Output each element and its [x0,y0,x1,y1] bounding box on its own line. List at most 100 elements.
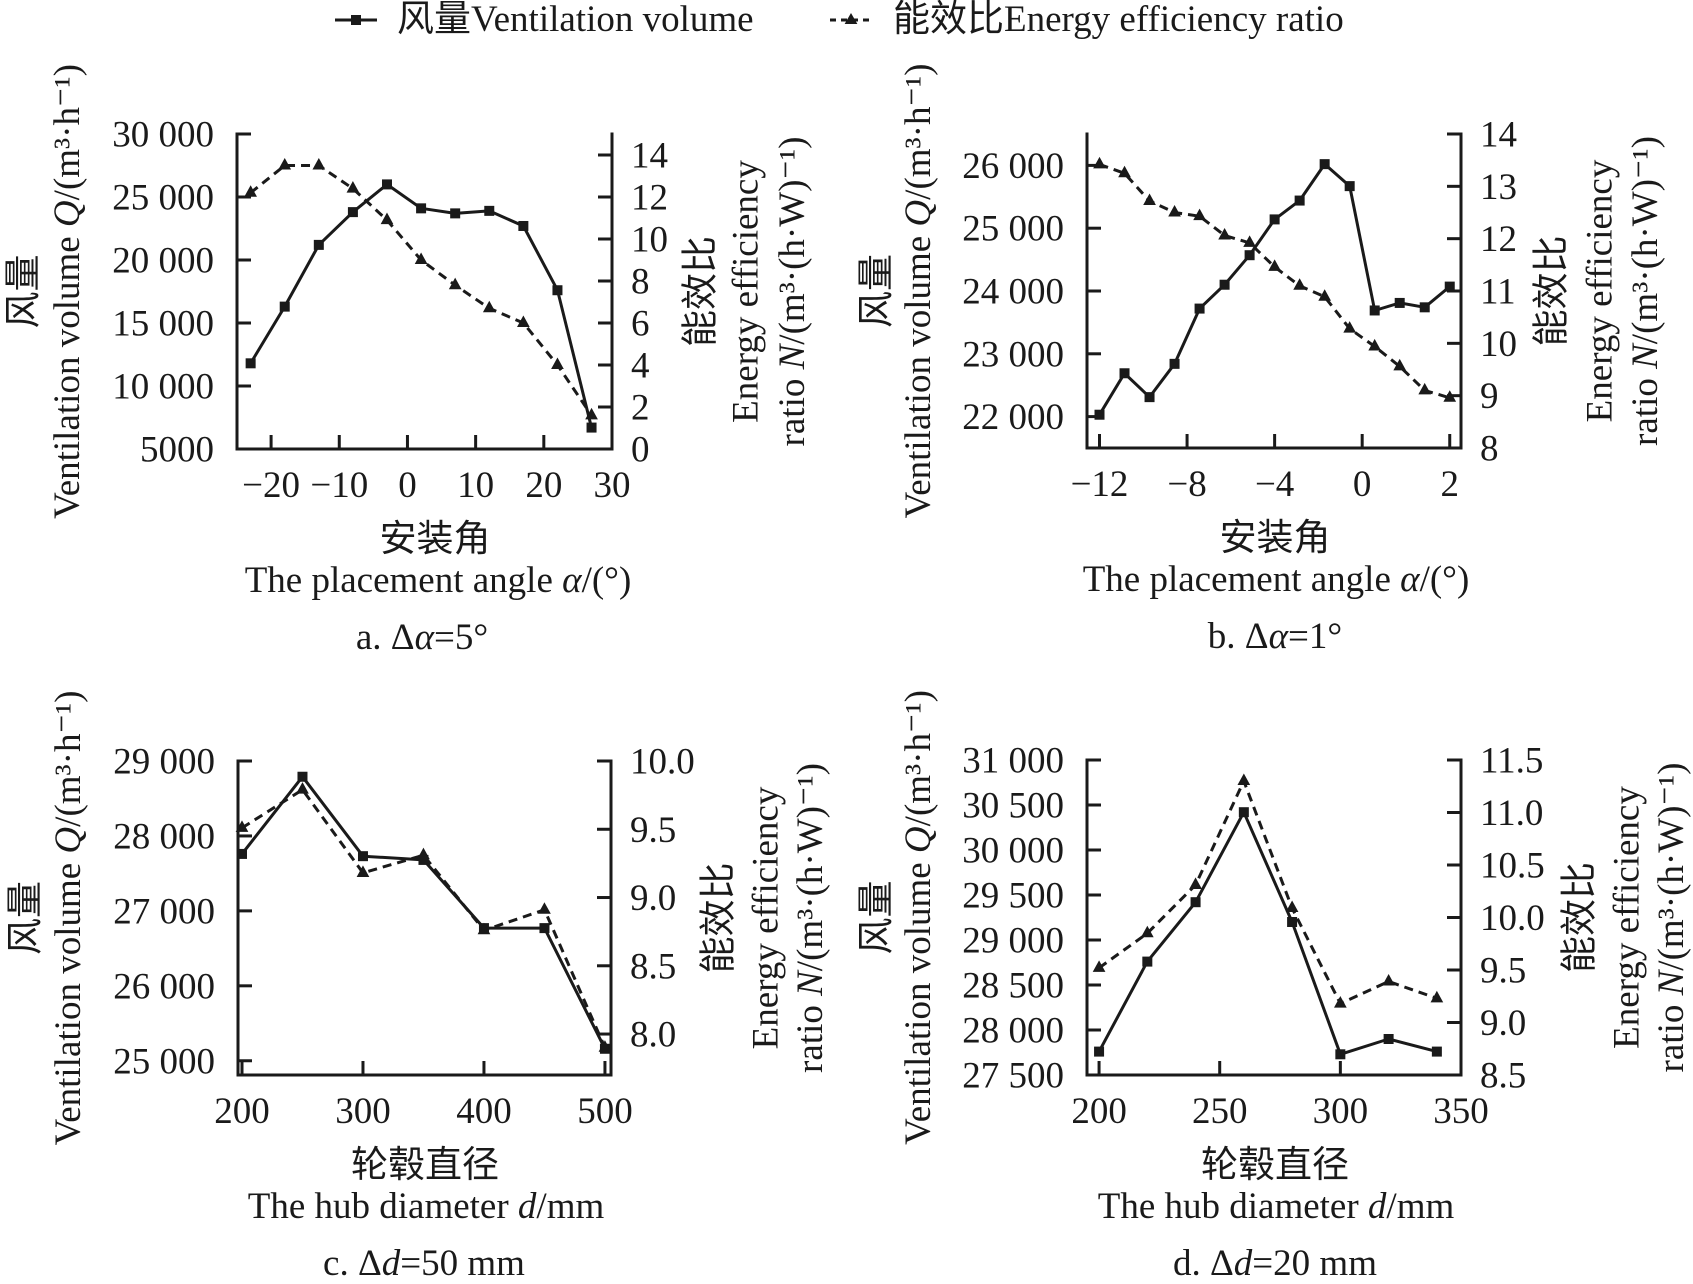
x-axis-title-variable: α [562,560,583,601]
right-axis-title-cn: 能效比 [680,236,722,347]
data-point-energy-efficiency-ratio [1093,156,1106,169]
data-point-energy-efficiency-ratio [1343,321,1357,333]
x-axis-tick-label: 200 [214,1091,270,1132]
data-point-energy-efficiency-ratio [477,922,491,935]
data-point-energy-efficiency-ratio [1430,990,1444,1003]
data-point-ventilation-volume [1369,305,1380,316]
right-axis-title-en-line2: ratio N/(m³·(h·W)⁻¹) [772,137,813,447]
right-axis-tick-label: 12 [631,178,668,219]
x-axis-tick-label: 500 [577,1091,633,1132]
right-axis-title-cn: 能效比 [1559,862,1601,973]
chart-panel-b: 22 000 23 000 24 000 25 000 26 000 8 9 10 11 12 13… [857,64,1666,657]
x-axis-title-variable: α [1400,559,1421,600]
right-axis-tick-label: 11.0 [1480,793,1543,834]
data-point-ventilation-volume [552,285,563,296]
x-axis-tick-label: 350 [1433,1091,1489,1132]
series-points-ventilation-volume [1094,159,1455,420]
data-point-ventilation-volume [1344,181,1355,192]
data-point-energy-efficiency-ratio [448,277,462,290]
left-axis-tick-label: 24 000 [962,272,1064,313]
x-axis-tick-label: 2 [1440,464,1459,505]
left-axis-tick-label: 30 500 [962,786,1064,827]
left-axis-tick-label: 28 000 [113,816,215,857]
data-point-ventilation-volume [1394,297,1405,308]
data-point-energy-efficiency-ratio [1218,227,1231,240]
right-axis-tick-label: 9.5 [1480,951,1526,992]
panel-caption-prefix: c. Δ [323,1243,382,1284]
data-point-energy-efficiency-ratio [1382,974,1395,986]
series-points-energy-efficiency-ratio [235,782,612,1052]
x-axis-tick-label: 30 [594,465,631,506]
right-axis-tick-label: 9.5 [630,810,676,851]
right-axis-title-en-line1: Energy efficiency [1607,786,1648,1049]
panel-caption-suffix: =20 mm [1252,1243,1377,1284]
data-point-energy-efficiency-ratio [356,865,370,877]
data-point-energy-efficiency-ratio [1293,278,1306,290]
x-axis-title-cn: 安装角 [380,518,491,560]
x-axis-title-unit: /mm [1386,1186,1454,1227]
legend-triangle-marker-icon [844,13,858,24]
right-axis-title-variable: N [790,969,831,997]
data-point-ventilation-volume [1319,159,1330,170]
legend-item-ventilation-volume: 风量Ventilation volume [335,0,754,40]
left-axis-tick-label: 26 000 [962,146,1064,187]
panel-caption-prefix: a. Δ [356,617,415,658]
right-axis-tick-label: 8 [631,262,650,303]
data-point-ventilation-volume [539,923,550,934]
left-axis-tick-label: 27 500 [962,1056,1064,1097]
data-point-energy-efficiency-ratio [1092,960,1106,972]
series-points-energy-efficiency-ratio [244,157,598,420]
x-axis-title-cn: 安装角 [1220,517,1331,559]
right-axis-tick-label: 8.0 [630,1015,676,1056]
right-axis-tick-label: 6 [631,304,650,345]
data-point-energy-efficiency-ratio [538,902,551,914]
left-axis-title-variable: Q [47,200,88,227]
panel-caption: b. Δα=1° [1208,616,1342,657]
left-axis-tick-label: 29 000 [113,742,215,783]
data-point-ventilation-volume [297,771,308,782]
data-point-energy-efficiency-ratio [414,252,428,264]
right-axis-tick-label: 0 [631,430,650,471]
x-axis-tick-label: 300 [335,1091,391,1132]
x-axis-title-text: The placement angle [245,560,562,601]
panel-caption-variable: α [1269,616,1290,657]
x-axis-title-en: The placement angle α/(°) [245,560,632,601]
right-axis-tick-label: 8.5 [630,946,676,987]
right-axis-title-unit: /(m³·(h·W)⁻¹) [1625,136,1666,344]
data-point-ventilation-volume [313,239,324,250]
x-axis-tick-label: 0 [398,465,417,506]
series-points-ventilation-volume [245,179,597,433]
panel-caption-prefix: d. Δ [1173,1243,1234,1284]
right-axis-tick-label: 11.5 [1480,741,1543,782]
right-axis-title-variable: N [1651,968,1692,996]
right-axis-tick-label: 4 [631,346,650,387]
panel-caption-suffix: =1° [1288,616,1342,657]
right-axis-tick-label: 12 [1480,219,1517,260]
right-axis-tick-label: 8.5 [1480,1056,1526,1097]
legend: 风量Ventilation volume 能效比Energy efficienc… [335,0,1344,40]
left-axis-title-text: Ventilation volume [48,854,89,1146]
data-point-energy-efficiency-ratio [296,782,309,794]
x-axis-tick-label: 300 [1313,1091,1369,1132]
data-point-ventilation-volume [1335,1049,1346,1060]
left-axis-tick-label: 27 000 [113,891,215,932]
x-axis-title-text: The hub diameter [1098,1186,1368,1227]
legend-item-energy-efficiency-ratio: 能效比Energy efficiency ratio [830,0,1344,40]
data-point-energy-efficiency-ratio [551,357,564,369]
panel-caption-suffix: =50 mm [400,1243,525,1284]
left-axis-tick-label: 23 000 [962,334,1064,375]
data-point-energy-efficiency-ratio [1443,390,1457,402]
data-point-ventilation-volume [347,207,358,218]
right-axis-tick-label: 14 [631,136,668,177]
data-point-energy-efficiency-ratio [346,181,360,193]
right-axis-tick-label: 9 [1480,376,1499,417]
right-axis-tick-label: 2 [631,388,650,429]
left-axis-tick-label: 28 500 [962,966,1064,1007]
x-axis-tick-label: 400 [456,1091,512,1132]
data-point-energy-efficiency-ratio [482,300,496,313]
data-point-energy-efficiency-ratio [585,407,598,420]
data-point-ventilation-volume [245,358,256,369]
left-axis-title-variable: Q [898,200,939,227]
